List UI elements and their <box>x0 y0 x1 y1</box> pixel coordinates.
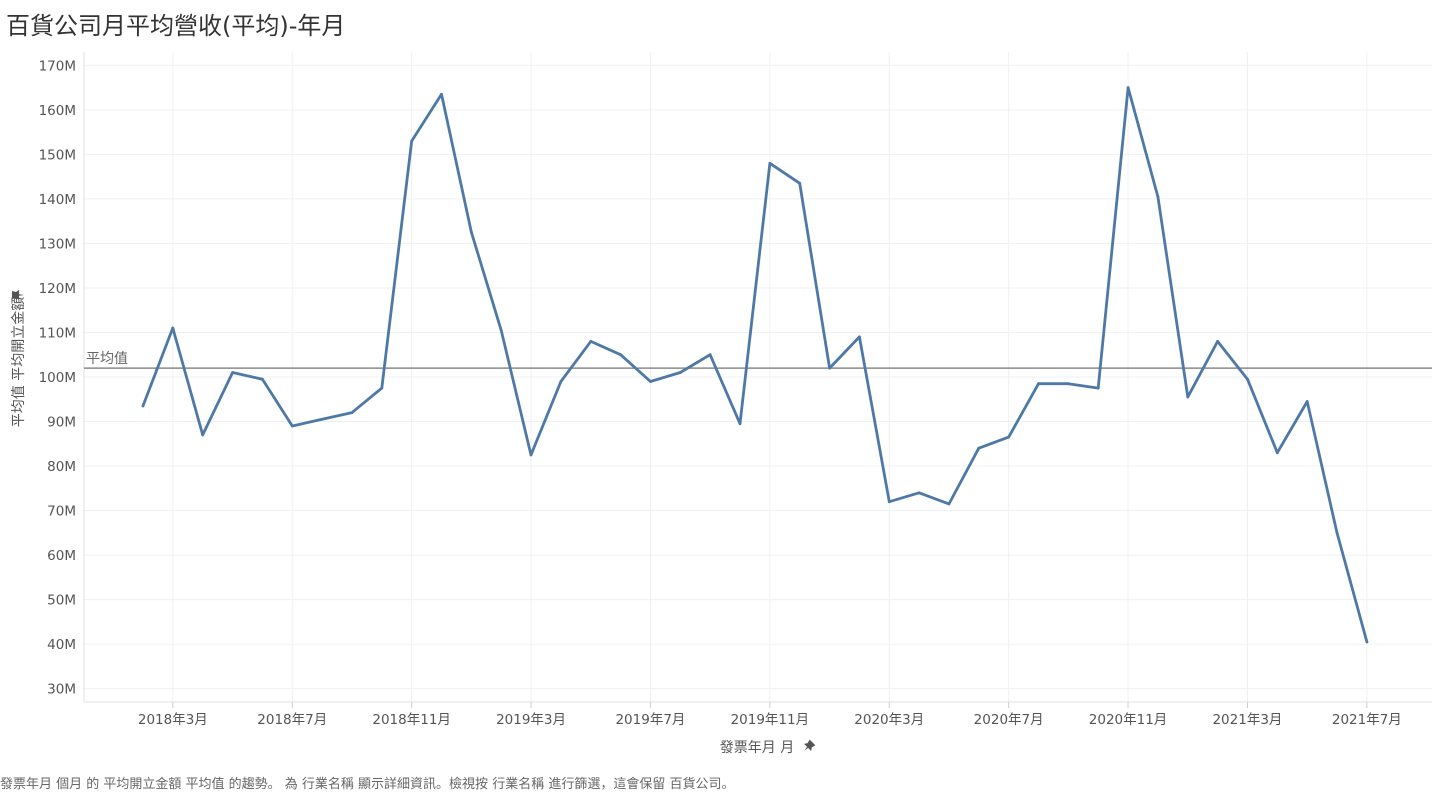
data-point[interactable] <box>440 92 443 96</box>
data-point[interactable] <box>1246 377 1249 381</box>
data-point[interactable] <box>917 491 921 495</box>
y-tick-label: 80M <box>47 459 76 475</box>
average-reference-label: 平均值 <box>86 351 128 367</box>
y-tick-label: 130M <box>39 236 76 252</box>
y-tick-label: 150M <box>39 147 76 163</box>
data-point[interactable] <box>1096 386 1100 390</box>
data-point[interactable] <box>350 411 354 414</box>
data-point[interactable] <box>1216 340 1219 343</box>
data-point[interactable] <box>947 502 951 506</box>
data-point[interactable] <box>171 326 175 330</box>
x-axis-title: 發票年月 月 <box>720 740 794 756</box>
data-point[interactable] <box>1335 531 1339 535</box>
data-point[interactable] <box>708 353 712 357</box>
chart-caption: 發票年月 個月 的 平均開立金額 平均值 的趨勢。 為 行業名稱 顯示詳細資訊。… <box>0 777 735 792</box>
grid-lines <box>84 52 1432 702</box>
series-layer <box>141 86 1369 644</box>
data-point[interactable] <box>1126 86 1130 89</box>
data-point[interactable] <box>1275 451 1279 455</box>
y-tick-label: 120M <box>39 281 76 297</box>
data-point[interactable] <box>141 404 145 408</box>
x-tick-label: 2021年7月 <box>1332 712 1402 728</box>
x-tick-label: 2019年7月 <box>615 712 685 728</box>
data-point[interactable] <box>201 433 205 437</box>
line-chart: 30M 40M 50M 60M 70M 80M 90M 100M 110M 120M 130M 140… <box>11 52 1432 756</box>
y-tick-label: 140M <box>39 192 76 208</box>
data-point[interactable] <box>589 340 593 343</box>
data-point[interactable] <box>290 424 294 428</box>
data-point[interactable] <box>798 181 802 185</box>
data-point[interactable] <box>738 422 742 426</box>
x-tick-label: 2019年11月 <box>731 712 810 728</box>
y-tick-label: 170M <box>39 58 76 74</box>
x-tick-label: 2018年11月 <box>372 712 451 728</box>
data-point[interactable] <box>828 366 831 370</box>
data-point[interactable] <box>380 386 384 390</box>
y-tick-label: 110M <box>39 325 76 341</box>
data-point[interactable] <box>619 353 622 357</box>
pin-icon[interactable] <box>12 290 24 300</box>
data-point[interactable] <box>1066 382 1070 386</box>
y-tick-label: 90M <box>47 415 76 431</box>
data-point[interactable] <box>499 328 503 332</box>
pin-icon[interactable] <box>801 739 817 755</box>
x-axis-ticks: 2018年3月 2018年7月 2018年11月 2019年3月 2019年7月 2019… <box>138 702 1402 728</box>
data-point[interactable] <box>320 417 324 421</box>
x-tick-label: 2018年7月 <box>257 712 327 728</box>
data-point[interactable] <box>1007 435 1011 439</box>
y-tick-label: 70M <box>47 504 76 520</box>
data-point[interactable] <box>1156 195 1160 199</box>
chart-title: 百貨公司月平均營收(平均)-年月 <box>6 12 346 40</box>
data-point[interactable] <box>231 371 235 374</box>
y-tick-label: 160M <box>39 103 76 119</box>
x-tick-label: 2018年3月 <box>138 712 208 728</box>
x-tick-label: 2021年3月 <box>1212 712 1282 728</box>
data-point[interactable] <box>1186 395 1190 399</box>
y-axis-title-group: 平均值 平均開立金額 <box>11 297 27 427</box>
data-point[interactable] <box>858 335 861 339</box>
series-line <box>141 86 1369 644</box>
x-tick-label: 2020年11月 <box>1089 712 1168 728</box>
y-tick-label: 30M <box>47 682 76 698</box>
y-tick-label: 50M <box>47 593 76 609</box>
data-point[interactable] <box>768 161 772 165</box>
y-tick-label: 40M <box>47 637 76 653</box>
y-tick-label: 60M <box>47 548 76 564</box>
data-point[interactable] <box>1365 640 1369 644</box>
x-tick-label: 2020年3月 <box>854 712 924 728</box>
x-tick-label: 2019年3月 <box>496 712 566 728</box>
data-point[interactable] <box>261 377 264 381</box>
data-point[interactable] <box>529 453 533 457</box>
data-point[interactable] <box>559 380 563 383</box>
y-axis-title: 平均值 平均開立金額 <box>11 297 27 427</box>
data-point[interactable] <box>410 139 414 143</box>
data-point[interactable] <box>470 230 473 234</box>
data-point[interactable] <box>1305 400 1309 403</box>
data-point[interactable] <box>678 371 682 374</box>
data-point[interactable] <box>1037 382 1040 386</box>
data-point[interactable] <box>977 446 981 450</box>
data-point[interactable] <box>887 500 891 504</box>
y-axis-ticks: 30M 40M 50M 60M 70M 80M 90M 100M 110M 120M 130M 140… <box>39 58 76 697</box>
y-tick-label: 100M <box>39 370 76 386</box>
x-tick-label: 2020年7月 <box>974 712 1044 728</box>
data-point[interactable] <box>649 380 652 383</box>
